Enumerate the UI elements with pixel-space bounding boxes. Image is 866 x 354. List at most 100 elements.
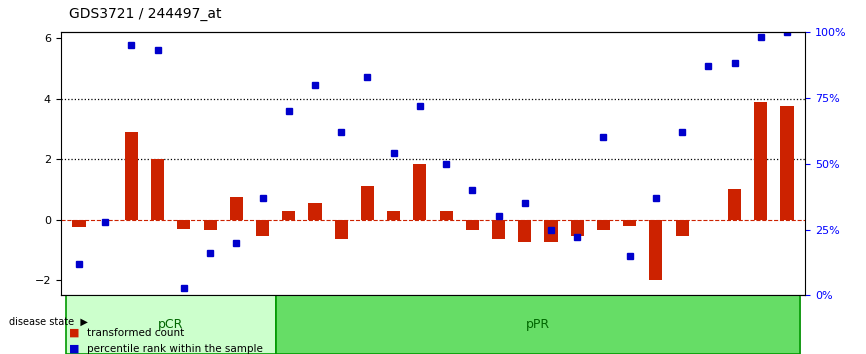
Text: pCR: pCR xyxy=(158,318,184,331)
Bar xyxy=(308,203,321,220)
Text: GSM559047: GSM559047 xyxy=(416,299,424,346)
Bar xyxy=(178,220,191,229)
FancyBboxPatch shape xyxy=(774,297,799,354)
Bar xyxy=(204,220,216,230)
Bar xyxy=(545,220,558,242)
FancyBboxPatch shape xyxy=(223,297,249,354)
Text: GSM559056: GSM559056 xyxy=(651,297,661,343)
Bar xyxy=(624,220,637,226)
Text: GSM559049: GSM559049 xyxy=(468,299,477,346)
Text: GSM559068: GSM559068 xyxy=(232,297,241,343)
Bar xyxy=(387,211,400,220)
Text: GSM559053: GSM559053 xyxy=(572,297,582,343)
Text: GSM559066: GSM559066 xyxy=(179,299,189,346)
Text: pPR: pPR xyxy=(526,318,550,331)
FancyBboxPatch shape xyxy=(66,296,275,354)
Text: GSM559065: GSM559065 xyxy=(153,297,162,343)
Text: GSM559056: GSM559056 xyxy=(651,299,661,346)
Text: GSM559048: GSM559048 xyxy=(442,299,450,346)
Bar xyxy=(282,211,295,220)
Text: GSM559059: GSM559059 xyxy=(730,297,739,343)
FancyBboxPatch shape xyxy=(539,297,564,354)
Bar xyxy=(728,189,741,220)
Bar xyxy=(440,211,453,220)
Text: GSM559058: GSM559058 xyxy=(704,297,713,343)
Text: GSM559060: GSM559060 xyxy=(756,297,766,343)
Text: GSM559044: GSM559044 xyxy=(337,297,346,343)
FancyBboxPatch shape xyxy=(93,297,118,354)
Bar xyxy=(780,106,793,220)
FancyBboxPatch shape xyxy=(171,297,197,354)
Text: GSM559042: GSM559042 xyxy=(284,299,294,346)
FancyBboxPatch shape xyxy=(67,297,92,354)
Bar xyxy=(571,220,584,236)
Bar xyxy=(518,220,532,242)
FancyBboxPatch shape xyxy=(275,296,800,354)
Text: percentile rank within the sample: percentile rank within the sample xyxy=(87,344,262,354)
Text: GSM559055: GSM559055 xyxy=(625,297,634,343)
Text: GSM559050: GSM559050 xyxy=(494,299,503,346)
Text: GSM559043: GSM559043 xyxy=(311,299,320,346)
Text: ■: ■ xyxy=(69,328,80,338)
Text: GSM559069: GSM559069 xyxy=(258,299,267,346)
FancyBboxPatch shape xyxy=(643,297,669,354)
Text: ■: ■ xyxy=(69,344,80,354)
FancyBboxPatch shape xyxy=(669,297,695,354)
Text: GSM559057: GSM559057 xyxy=(677,299,687,346)
Text: GSM559061: GSM559061 xyxy=(783,299,792,346)
Text: GSM559052: GSM559052 xyxy=(546,297,555,343)
Text: GDS3721 / 244497_at: GDS3721 / 244497_at xyxy=(69,7,222,21)
Text: GSM559049: GSM559049 xyxy=(468,297,477,343)
FancyBboxPatch shape xyxy=(434,297,459,354)
Text: GSM559042: GSM559042 xyxy=(284,297,294,343)
FancyBboxPatch shape xyxy=(407,297,432,354)
Text: GSM559067: GSM559067 xyxy=(205,297,215,343)
Text: GSM559046: GSM559046 xyxy=(389,297,398,343)
Text: GSM559044: GSM559044 xyxy=(337,299,346,346)
Text: GSM559064: GSM559064 xyxy=(127,299,136,346)
Text: GSM559058: GSM559058 xyxy=(704,299,713,346)
Text: GSM559062: GSM559062 xyxy=(74,297,83,343)
FancyBboxPatch shape xyxy=(591,297,616,354)
Text: GSM559045: GSM559045 xyxy=(363,299,372,346)
Text: GSM559048: GSM559048 xyxy=(442,297,450,343)
Bar xyxy=(256,220,269,236)
FancyBboxPatch shape xyxy=(119,297,144,354)
FancyBboxPatch shape xyxy=(197,297,223,354)
Bar xyxy=(334,220,348,239)
Text: GSM559052: GSM559052 xyxy=(546,299,555,346)
FancyBboxPatch shape xyxy=(748,297,773,354)
FancyBboxPatch shape xyxy=(617,297,643,354)
Bar xyxy=(597,220,610,230)
Text: GSM559047: GSM559047 xyxy=(416,297,424,343)
Text: GSM559063: GSM559063 xyxy=(100,299,110,346)
Text: GSM559066: GSM559066 xyxy=(179,297,189,343)
Text: GSM559059: GSM559059 xyxy=(730,299,739,346)
Text: GSM559050: GSM559050 xyxy=(494,297,503,343)
Bar xyxy=(361,186,374,220)
Text: GSM559051: GSM559051 xyxy=(520,299,529,346)
FancyBboxPatch shape xyxy=(565,297,590,354)
Text: transformed count: transformed count xyxy=(87,328,184,338)
Bar xyxy=(413,164,426,220)
Text: GSM559055: GSM559055 xyxy=(625,299,634,346)
FancyBboxPatch shape xyxy=(145,297,171,354)
FancyBboxPatch shape xyxy=(486,297,511,354)
Bar xyxy=(466,220,479,230)
FancyBboxPatch shape xyxy=(250,297,275,354)
Text: GSM559061: GSM559061 xyxy=(783,297,792,343)
Text: GSM559053: GSM559053 xyxy=(572,299,582,346)
Text: GSM559062: GSM559062 xyxy=(74,299,83,346)
FancyBboxPatch shape xyxy=(460,297,485,354)
Bar xyxy=(229,197,242,220)
Bar xyxy=(73,220,86,227)
Bar xyxy=(675,220,688,236)
FancyBboxPatch shape xyxy=(512,297,538,354)
Text: GSM559046: GSM559046 xyxy=(389,299,398,346)
FancyBboxPatch shape xyxy=(276,297,301,354)
Bar xyxy=(492,220,505,239)
FancyBboxPatch shape xyxy=(722,297,747,354)
Text: GSM559068: GSM559068 xyxy=(232,299,241,346)
Text: GSM559065: GSM559065 xyxy=(153,299,162,346)
Text: disease state  ▶: disease state ▶ xyxy=(9,317,87,327)
